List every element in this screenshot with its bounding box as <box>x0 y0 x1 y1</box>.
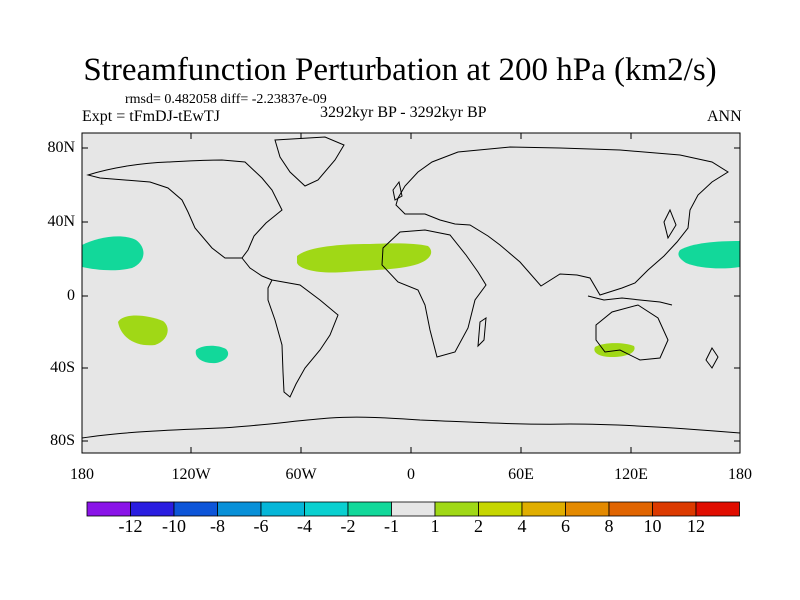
colorbar-swatch <box>521 501 566 517</box>
colorbar-swatch <box>86 501 131 517</box>
colorbar-swatch <box>608 501 653 517</box>
south-america-coastline <box>267 279 339 398</box>
colorbar-label: -8 <box>210 516 225 536</box>
colorbar-label: -2 <box>340 516 356 536</box>
colorbar-label: 4 <box>517 516 527 536</box>
colorbar-label: -4 <box>297 516 312 536</box>
west-pacific-north-negative <box>678 241 740 269</box>
colorbar-swatch <box>391 501 436 517</box>
north-america-coastline <box>86 159 283 259</box>
colorbar-swatch <box>478 501 523 517</box>
colorbar-swatch <box>173 501 218 517</box>
japan-coastline <box>663 208 677 240</box>
coastlines <box>81 136 741 439</box>
lat-tick-label: 0 <box>67 287 75 304</box>
colorbar-swatch <box>434 501 479 517</box>
season-label: ANN <box>707 108 742 125</box>
lon-tick-label: 60W <box>285 466 317 483</box>
stats-text: rmsd= 0.482058 diff= -2.23837e-09 <box>125 92 327 107</box>
colorbar-label: 2 <box>474 516 483 536</box>
time-range-label: 3292kyr BP - 3292kyr BP <box>320 104 487 121</box>
north-atlantic-africa-positive <box>297 243 432 273</box>
central-pacific-north-negative <box>82 236 144 271</box>
africa-coastline <box>381 229 487 358</box>
colorbar-swatch <box>130 501 175 517</box>
greenland-coastline <box>274 136 345 187</box>
colorbar-label: -12 <box>118 516 143 536</box>
indonesia-coastline <box>587 295 673 306</box>
lat-tick-label: 80N <box>47 139 75 156</box>
colorbar-swatch <box>217 501 262 517</box>
colorbar-label: -6 <box>253 516 269 536</box>
south-pacific-positive <box>118 315 168 346</box>
colorbar-label: 1 <box>430 516 440 536</box>
lon-tick-label: 120W <box>171 466 211 483</box>
colorbar-label: 10 <box>643 516 662 536</box>
lon-tick-label: 0 <box>407 466 415 483</box>
colorbar-swatch <box>260 501 305 517</box>
colorbar-label: -1 <box>384 516 399 536</box>
madagascar-coastline <box>477 317 487 348</box>
colorbar-swatch <box>304 501 349 517</box>
lat-tick-label: 80S <box>50 432 75 449</box>
eurasia-coastline <box>395 146 729 296</box>
colorbar-swatch <box>347 501 392 517</box>
colorbar-swatch <box>565 501 610 517</box>
lon-tick-label: 180 <box>70 466 94 483</box>
colorbar <box>86 501 740 517</box>
colorbar-label: -10 <box>162 516 186 536</box>
colorbar-label: 12 <box>687 516 705 536</box>
south-pacific-negative <box>195 345 229 364</box>
colorbar-swatch <box>695 501 740 517</box>
central-america-coastline <box>241 257 273 281</box>
anomaly-regions <box>82 236 740 364</box>
uk-coastline <box>392 180 403 201</box>
tick-marks <box>82 133 740 453</box>
lat-tick-label: 40N <box>47 213 75 230</box>
experiment-label: Expt = tFmDJ-tEwTJ <box>82 108 220 125</box>
chart-title: Streamfunction Perturbation at 200 hPa (… <box>83 52 717 88</box>
colorbar-label: 6 <box>561 516 570 536</box>
antarctica-coastline <box>81 416 741 439</box>
australia-coastline <box>595 304 669 361</box>
new-zealand-coastline <box>705 347 719 369</box>
lon-tick-label: 60E <box>508 466 534 483</box>
lon-tick-label: 180 <box>728 466 752 483</box>
colorbar-label: 8 <box>604 516 614 536</box>
lat-tick-label: 40S <box>50 359 75 376</box>
lon-tick-label: 120E <box>614 466 648 483</box>
map-background <box>82 133 740 453</box>
australia-positive <box>594 343 635 357</box>
colorbar-swatch <box>652 501 697 517</box>
